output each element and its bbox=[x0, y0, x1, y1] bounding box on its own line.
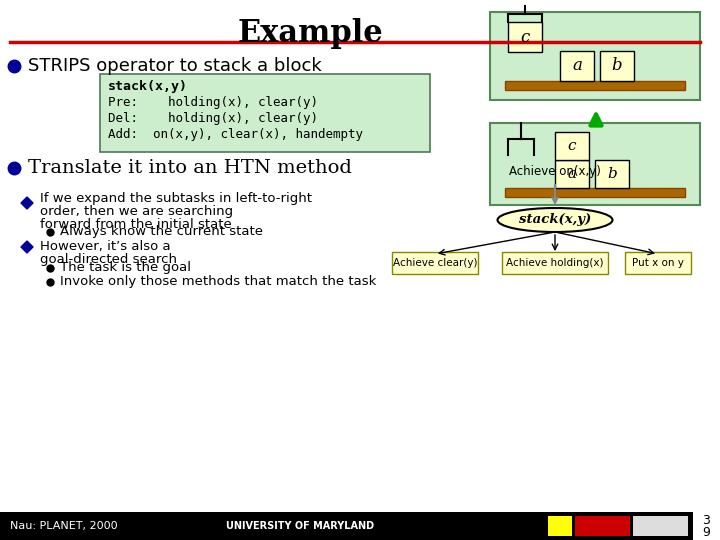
Text: c: c bbox=[521, 29, 530, 45]
Text: Pre:    holding(x), clear(y): Pre: holding(x), clear(y) bbox=[108, 96, 318, 109]
Bar bbox=[548, 516, 572, 536]
Text: a: a bbox=[567, 167, 577, 181]
Text: Add:  on(x,y), clear(x), handempty: Add: on(x,y), clear(x), handempty bbox=[108, 128, 363, 141]
Text: b: b bbox=[607, 167, 617, 181]
FancyBboxPatch shape bbox=[625, 252, 691, 274]
Text: 9: 9 bbox=[702, 525, 710, 538]
Text: Example: Example bbox=[237, 18, 383, 49]
Ellipse shape bbox=[498, 208, 613, 232]
Text: a: a bbox=[572, 57, 582, 75]
Text: Achieve on(x,y): Achieve on(x,y) bbox=[509, 165, 601, 179]
Text: Put x on y: Put x on y bbox=[632, 258, 684, 268]
Bar bbox=[693, 512, 720, 540]
Text: stack(x,y): stack(x,y) bbox=[108, 80, 188, 93]
Text: goal-directed search: goal-directed search bbox=[40, 253, 177, 266]
Text: 3: 3 bbox=[702, 514, 710, 526]
Text: Translate it into an HTN method: Translate it into an HTN method bbox=[28, 159, 352, 177]
FancyBboxPatch shape bbox=[392, 252, 478, 274]
Text: STRIPS operator to stack a block: STRIPS operator to stack a block bbox=[28, 57, 322, 75]
Text: Del:    holding(x), clear(y): Del: holding(x), clear(y) bbox=[108, 112, 318, 125]
Text: Always know the current state: Always know the current state bbox=[60, 226, 263, 239]
Bar bbox=[560, 51, 594, 81]
Text: Achieve clear(y): Achieve clear(y) bbox=[392, 258, 477, 268]
Text: If we expand the subtasks in left-to-right: If we expand the subtasks in left-to-rig… bbox=[40, 192, 312, 205]
FancyBboxPatch shape bbox=[490, 123, 700, 205]
Text: order, then we are searching: order, then we are searching bbox=[40, 205, 233, 218]
Bar bbox=[595, 160, 629, 188]
FancyBboxPatch shape bbox=[490, 12, 700, 100]
FancyBboxPatch shape bbox=[502, 252, 608, 274]
Text: c: c bbox=[568, 139, 576, 153]
Bar bbox=[508, 22, 542, 52]
Bar bbox=[505, 81, 685, 90]
Bar bbox=[555, 160, 589, 188]
Text: Nau: PLANET, 2000: Nau: PLANET, 2000 bbox=[10, 521, 117, 531]
Text: UNIVERSITY OF MARYLAND: UNIVERSITY OF MARYLAND bbox=[226, 521, 374, 531]
Text: stack(x,y): stack(x,y) bbox=[519, 213, 591, 226]
Text: b: b bbox=[612, 57, 622, 75]
Text: The task is the goal: The task is the goal bbox=[60, 261, 191, 274]
Text: forward from the initial state: forward from the initial state bbox=[40, 218, 232, 231]
Text: However, it’s also a: However, it’s also a bbox=[40, 240, 171, 253]
Text: Invoke only those methods that match the task: Invoke only those methods that match the… bbox=[60, 275, 377, 288]
Polygon shape bbox=[21, 241, 33, 253]
Bar bbox=[0, 512, 720, 540]
Bar bbox=[633, 516, 688, 536]
FancyBboxPatch shape bbox=[495, 160, 614, 184]
Bar bbox=[505, 188, 685, 197]
Polygon shape bbox=[21, 197, 33, 209]
Bar bbox=[575, 516, 630, 536]
FancyBboxPatch shape bbox=[100, 74, 430, 152]
Text: Achieve holding(x): Achieve holding(x) bbox=[506, 258, 604, 268]
Bar bbox=[600, 51, 634, 81]
Bar bbox=[555, 132, 589, 160]
